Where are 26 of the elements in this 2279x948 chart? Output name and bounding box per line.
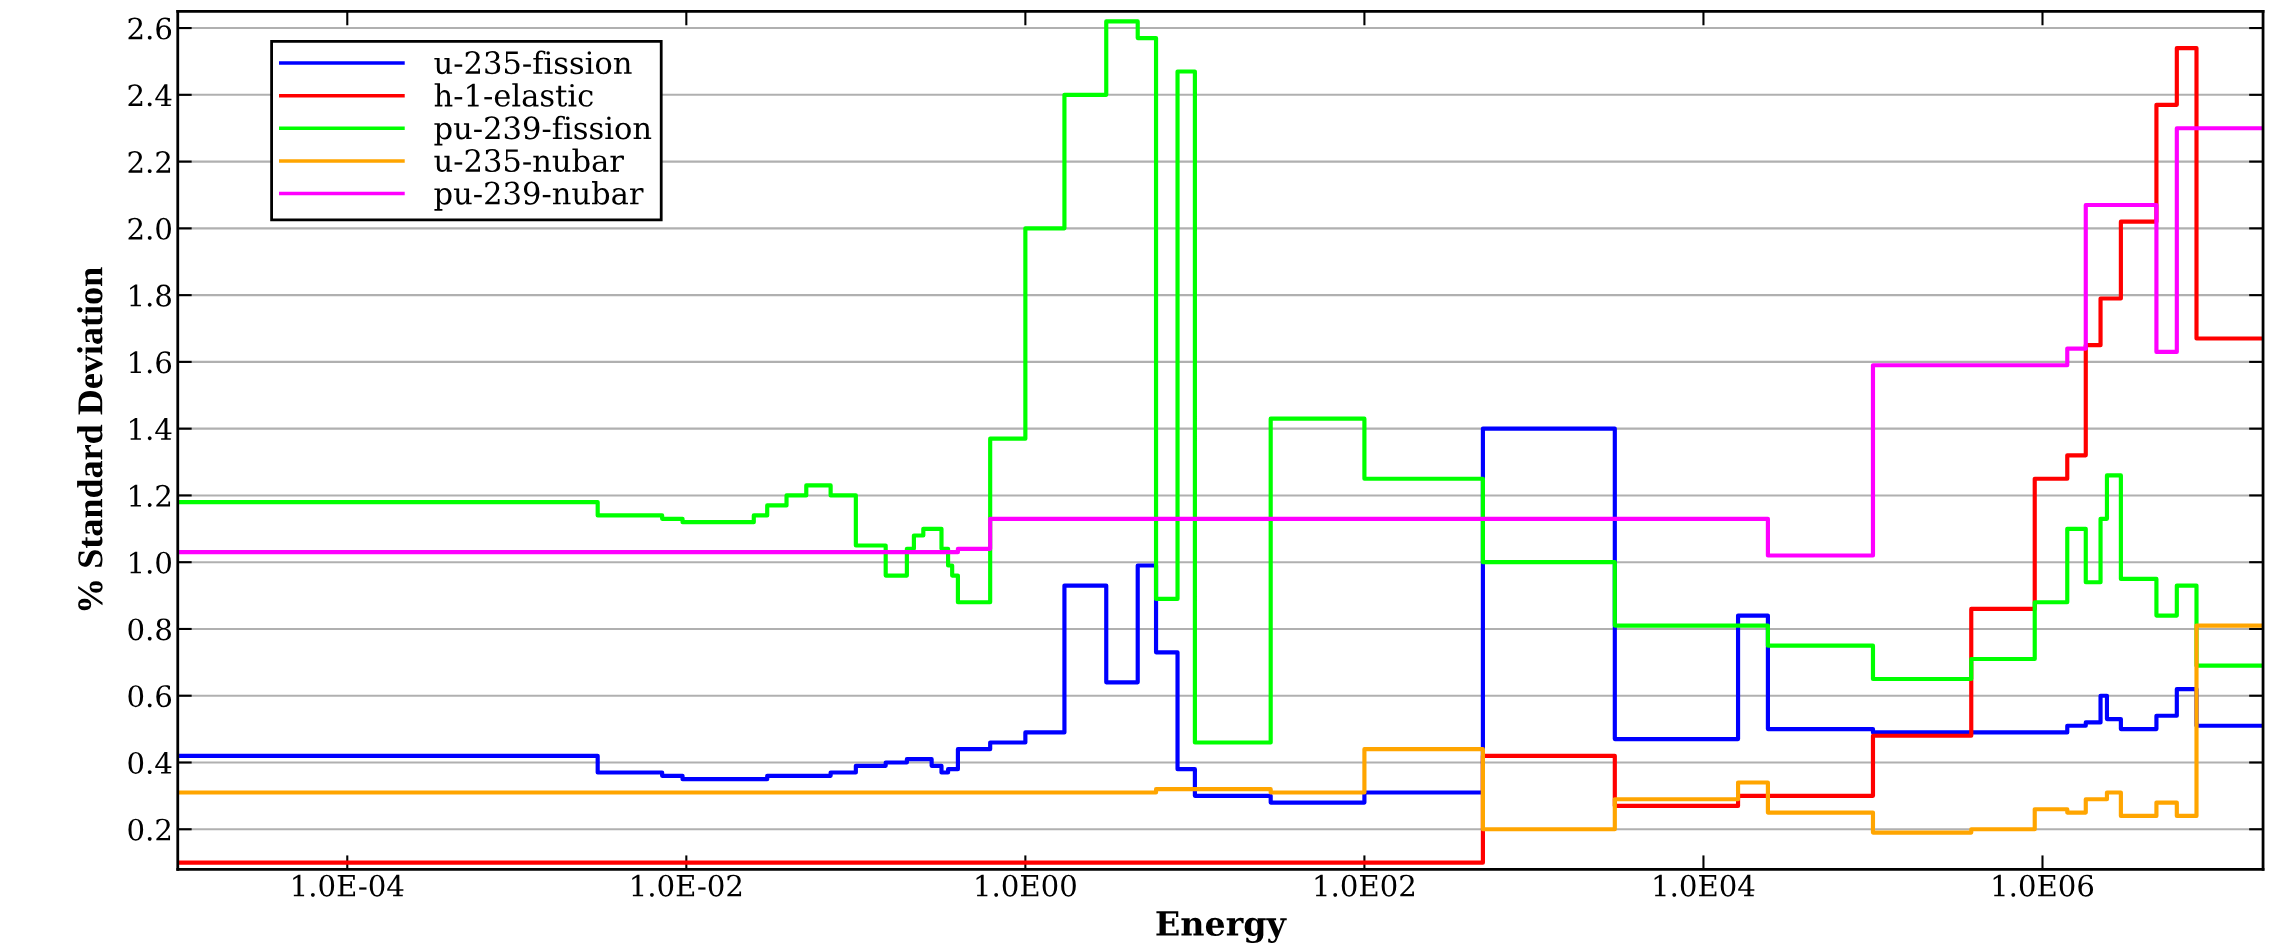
y-tick-label: 1.2 xyxy=(130,484,171,507)
y-tick-label: 1.8 xyxy=(130,284,171,307)
legend-label: h-1-elastic xyxy=(434,83,593,107)
y-tick-label: 1.4 xyxy=(130,418,172,441)
legend-label: pu-239-fission xyxy=(434,115,652,146)
legend-label: u-235-fission xyxy=(434,50,632,75)
y-tick-label: 0.8 xyxy=(128,618,171,641)
x-tick-label: 1.0E-02 xyxy=(632,874,742,897)
x-axis-title: Energy xyxy=(1156,911,1287,943)
x-tick-label: 1.0E-04 xyxy=(293,874,404,897)
y-axis-title: % Standard Deviation xyxy=(77,267,103,611)
y-tick-label: 2.6 xyxy=(128,17,172,40)
y-tick-label: 1.0 xyxy=(130,551,171,574)
legend-label: pu-239-nubar xyxy=(434,181,644,211)
x-tick-label: 1.0E06 xyxy=(1993,874,2094,897)
y-tick-label: 2.0 xyxy=(128,217,171,240)
legend-label: u-235-nubar xyxy=(434,148,624,173)
y-tick-label: 1.6 xyxy=(130,351,172,374)
x-tick-label: 1.0E00 xyxy=(976,874,1076,897)
x-tick-label: 1.0E02 xyxy=(1315,874,1414,897)
y-tick-label: 0.4 xyxy=(128,751,172,774)
x-tick-label: 1.0E04 xyxy=(1654,874,1755,897)
y-tick-label: 2.2 xyxy=(128,151,171,174)
y-tick-label: 0.2 xyxy=(128,818,171,841)
y-tick-label: 0.6 xyxy=(128,685,172,708)
y-tick-label: 2.4 xyxy=(128,84,172,107)
